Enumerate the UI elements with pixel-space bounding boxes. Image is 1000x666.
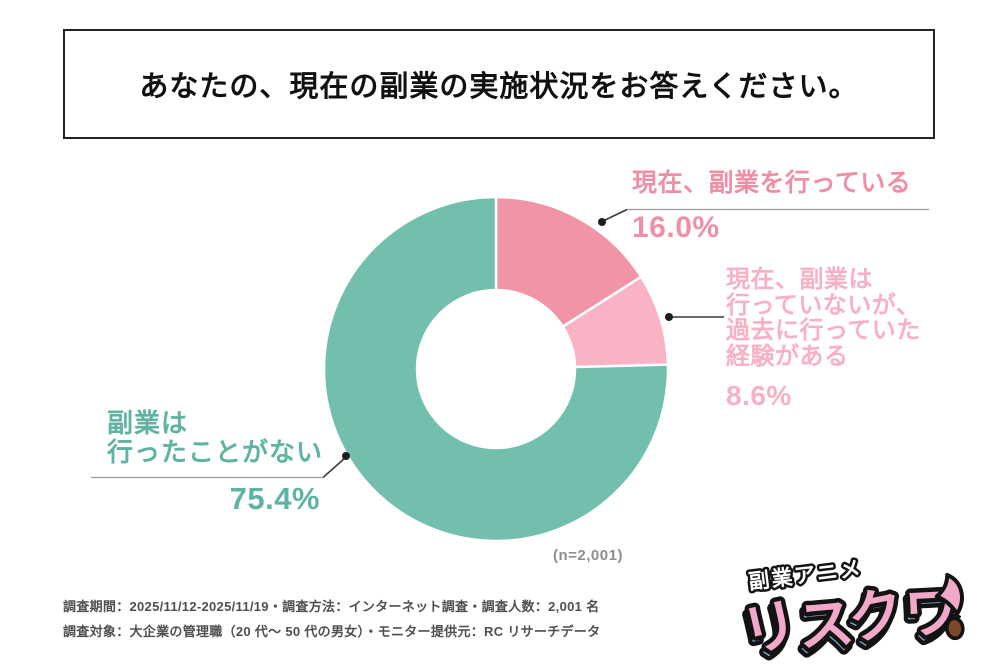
leader-dot-slice3 — [342, 452, 350, 460]
brand-logo: 副業アニメ リスクワ リスクワ — [736, 554, 967, 664]
leader-line-slice3 — [322, 457, 346, 479]
callout-slice3-value: 75.4% — [229, 481, 320, 516]
survey-question-box: あなたの、現在の副業の実施状況をお答えください。 — [63, 29, 935, 139]
callout-slice2-label-line1: 現在、副業は — [726, 266, 873, 293]
donut-slice-3 — [322, 195, 670, 543]
leader-lines — [91, 208, 929, 479]
leader-dot-slice2 — [665, 313, 673, 321]
survey-methodology-line2: 調査対象：大企業の管理職（20 代〜 50 代の男女）・モニター提供元：RC リ… — [63, 624, 601, 639]
callout-slice1-label: 現在、副業を行っている — [632, 169, 912, 197]
callout-slice3-label-line2: 行ったことがない — [107, 437, 324, 467]
survey-question: あなたの、現在の副業の実施状況をお答えください。 — [139, 71, 859, 103]
callout-slice1-value: 16.0% — [632, 211, 720, 244]
callout-slice3: 副業は 行ったことがない — [107, 409, 323, 467]
survey-methodology: 調査期間：2025/11/12-2025/11/19・調査方法：インターネット調… — [63, 594, 600, 644]
callout-slice2-label-line3: 過去に行っていた — [726, 317, 921, 344]
callout-slice1: 現在、副業を行っている 16.0% — [632, 168, 911, 245]
callout-slice2: 現在、副業は 行っていないが、 過去に行っていた 経験がある 8.6% — [726, 267, 921, 412]
acorn-icon — [945, 613, 965, 641]
callout-slice2-value: 8.6% — [726, 380, 792, 411]
logo-tagline: 副業アニメ — [747, 556, 864, 594]
leader-dot-slice1 — [598, 218, 606, 226]
callout-slice2-label-line2: 行っていないが、 — [726, 291, 921, 319]
sample-size-note: (n=2,001) — [553, 547, 623, 564]
callout-slice2-label-line4: 経験がある — [726, 342, 849, 370]
donut-slices — [322, 195, 670, 543]
leader-line-slice1 — [602, 208, 628, 222]
logo-tail-swoosh — [934, 572, 964, 617]
donut-slice-1 — [494, 195, 643, 328]
callout-slice3-label-line1: 副業は — [107, 408, 189, 438]
survey-methodology-line1: 調査期間：2025/11/12-2025/11/19・調査方法：インターネット調… — [63, 599, 600, 614]
